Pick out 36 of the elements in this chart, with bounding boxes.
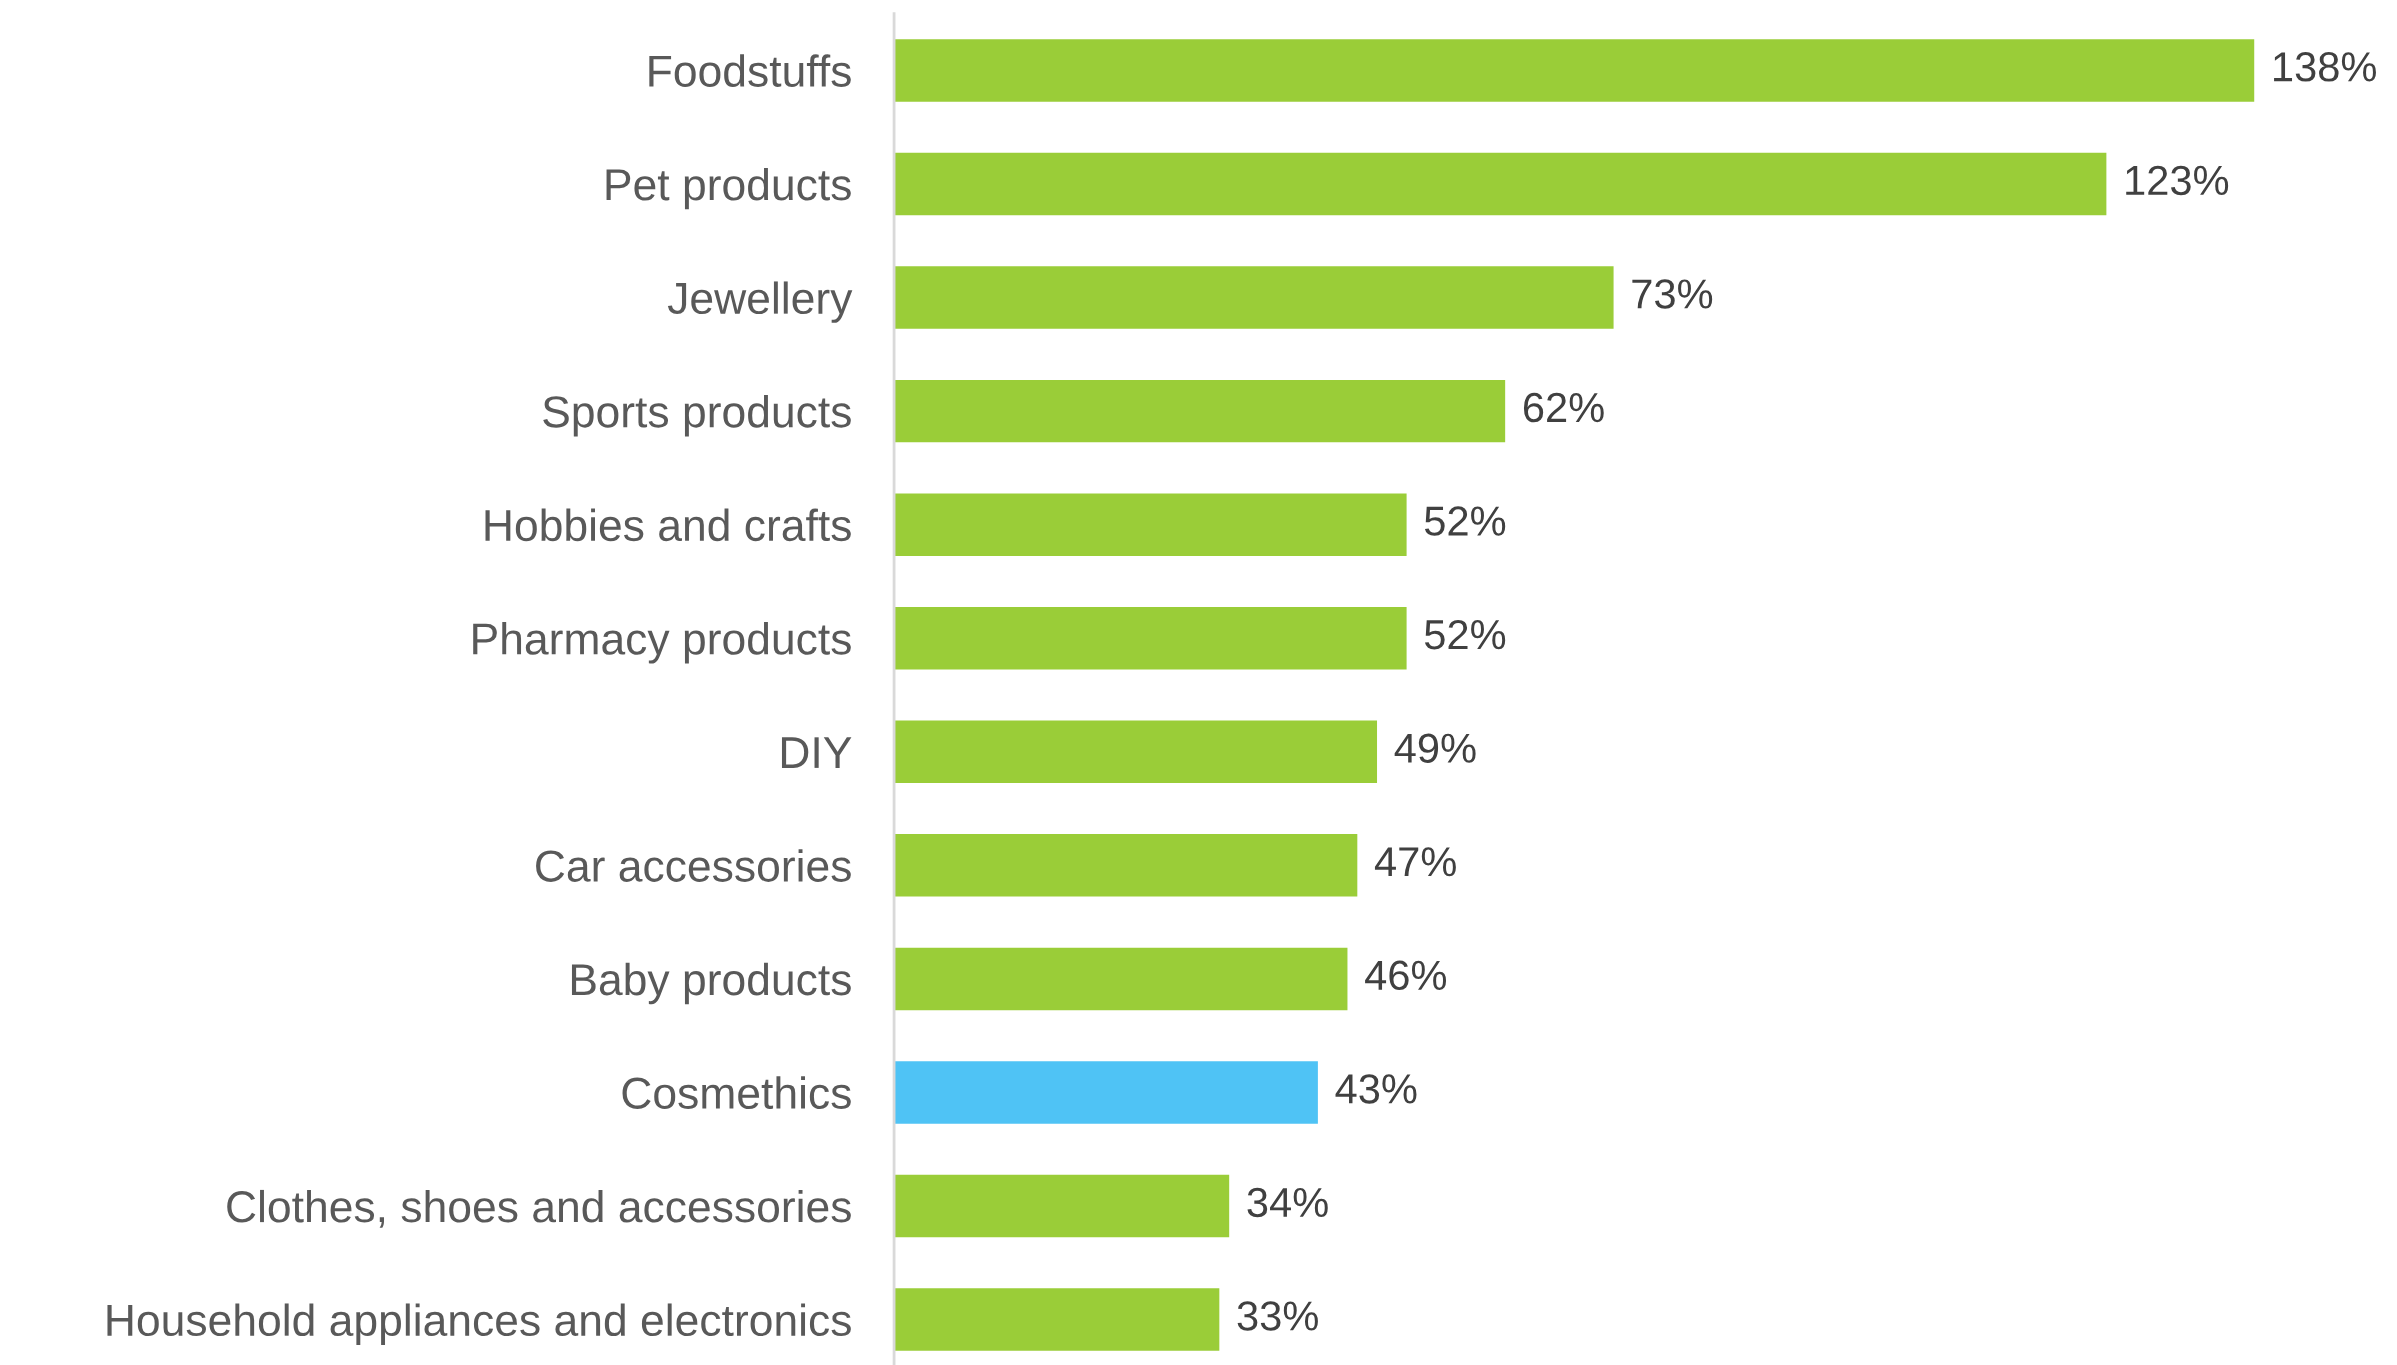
bar (894, 720, 1378, 784)
data-label: 52% (1424, 619, 1506, 650)
y-tick-label: Clothes, shoes and accessories (227, 1189, 851, 1228)
bar (894, 493, 1407, 556)
bar (894, 379, 1506, 443)
y-tick-label: Jewellery (667, 281, 853, 323)
y-tick-label: Pharmacy products (473, 622, 851, 664)
y-tick-label: Foodstuffs (649, 54, 851, 87)
data-label: 49% (1394, 733, 1476, 763)
bar (894, 39, 2255, 102)
data-label: 33% (1237, 1301, 1318, 1331)
bar (894, 152, 2107, 216)
bar (894, 606, 1407, 670)
y-tick-label: Sports products (543, 395, 851, 437)
data-label: 47% (1374, 847, 1456, 877)
y-tick-label: Pet products (606, 167, 851, 210)
bar (894, 1061, 1318, 1124)
bar (894, 947, 1348, 1011)
bar (894, 266, 1614, 329)
y-tick-label: Cosmethics (622, 1076, 851, 1109)
data-label: 62% (1523, 392, 1604, 423)
data-label: 73% (1632, 279, 1713, 309)
data-label: 138% (2274, 52, 2376, 82)
data-label: 52% (1424, 506, 1506, 536)
y-tick-label: Baby products (571, 962, 851, 1005)
y-tick-label: DIY (781, 737, 852, 768)
bar (894, 1174, 1230, 1238)
bar (894, 834, 1358, 897)
bar (894, 1288, 1220, 1351)
data-label: 123% (2126, 165, 2229, 196)
y-tick-label: Car accessories (536, 849, 851, 882)
y-tick-label: Household appliances and electronics (107, 1303, 851, 1345)
data-label: 43% (1335, 1074, 1417, 1104)
y-tick-label: Hobbies and crafts (485, 508, 851, 542)
data-label: 34% (1247, 1187, 1328, 1218)
data-label: 46% (1365, 960, 1447, 991)
